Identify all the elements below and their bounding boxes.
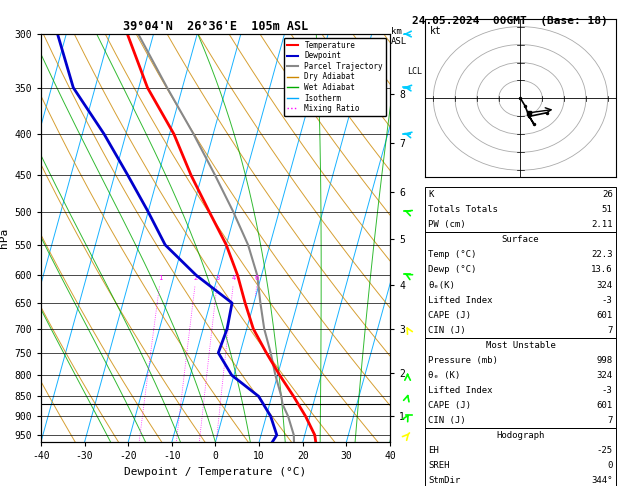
Text: 601: 601 bbox=[596, 311, 613, 320]
Text: 324: 324 bbox=[596, 371, 613, 380]
Text: -3: -3 bbox=[602, 295, 613, 305]
Text: -25: -25 bbox=[596, 446, 613, 455]
Text: kt: kt bbox=[430, 26, 442, 36]
Text: Most Unstable: Most Unstable bbox=[486, 341, 555, 350]
Text: 13.6: 13.6 bbox=[591, 265, 613, 275]
Text: 7: 7 bbox=[607, 416, 613, 425]
Text: 6: 6 bbox=[255, 275, 259, 281]
Text: Dewp (°C): Dewp (°C) bbox=[428, 265, 477, 275]
Text: StmDir: StmDir bbox=[428, 476, 460, 486]
Text: θₑ (K): θₑ (K) bbox=[428, 371, 460, 380]
Text: 4: 4 bbox=[231, 275, 236, 281]
Text: 324: 324 bbox=[596, 280, 613, 290]
Text: CAPE (J): CAPE (J) bbox=[428, 401, 471, 410]
Text: Totals Totals: Totals Totals bbox=[428, 205, 498, 214]
Title: 39°04'N  26°36'E  105m ASL: 39°04'N 26°36'E 105m ASL bbox=[123, 20, 308, 33]
Text: 26: 26 bbox=[602, 190, 613, 199]
Text: Pressure (mb): Pressure (mb) bbox=[428, 356, 498, 365]
Text: 24.05.2024  00GMT  (Base: 18): 24.05.2024 00GMT (Base: 18) bbox=[412, 16, 608, 26]
Text: 601: 601 bbox=[596, 401, 613, 410]
Text: Lifted Index: Lifted Index bbox=[428, 295, 493, 305]
Text: Temp (°C): Temp (°C) bbox=[428, 250, 477, 260]
Text: 0: 0 bbox=[607, 461, 613, 470]
Text: km
ASL: km ASL bbox=[391, 27, 408, 46]
Text: 344°: 344° bbox=[591, 476, 613, 486]
Text: 2.11: 2.11 bbox=[591, 220, 613, 229]
Text: 1: 1 bbox=[158, 275, 162, 281]
Text: CAPE (J): CAPE (J) bbox=[428, 311, 471, 320]
Text: 51: 51 bbox=[602, 205, 613, 214]
Text: 7: 7 bbox=[607, 326, 613, 335]
Text: CIN (J): CIN (J) bbox=[428, 416, 466, 425]
Text: Lifted Index: Lifted Index bbox=[428, 386, 493, 395]
Text: CIN (J): CIN (J) bbox=[428, 326, 466, 335]
Text: Hodograph: Hodograph bbox=[496, 431, 545, 440]
Text: 3: 3 bbox=[215, 275, 220, 281]
Text: 2: 2 bbox=[194, 275, 198, 281]
Text: 998: 998 bbox=[596, 356, 613, 365]
Text: θₑ(K): θₑ(K) bbox=[428, 280, 455, 290]
X-axis label: Dewpoint / Temperature (°C): Dewpoint / Temperature (°C) bbox=[125, 467, 306, 477]
Text: 22.3: 22.3 bbox=[591, 250, 613, 260]
Text: EH: EH bbox=[428, 446, 439, 455]
Text: SREH: SREH bbox=[428, 461, 450, 470]
Legend: Temperature, Dewpoint, Parcel Trajectory, Dry Adiabat, Wet Adiabat, Isotherm, Mi: Temperature, Dewpoint, Parcel Trajectory… bbox=[284, 38, 386, 116]
Text: -3: -3 bbox=[602, 386, 613, 395]
Text: PW (cm): PW (cm) bbox=[428, 220, 466, 229]
Text: LCL: LCL bbox=[408, 68, 423, 76]
Text: K: K bbox=[428, 190, 434, 199]
Y-axis label: hPa: hPa bbox=[0, 228, 9, 248]
Text: Surface: Surface bbox=[502, 235, 539, 244]
